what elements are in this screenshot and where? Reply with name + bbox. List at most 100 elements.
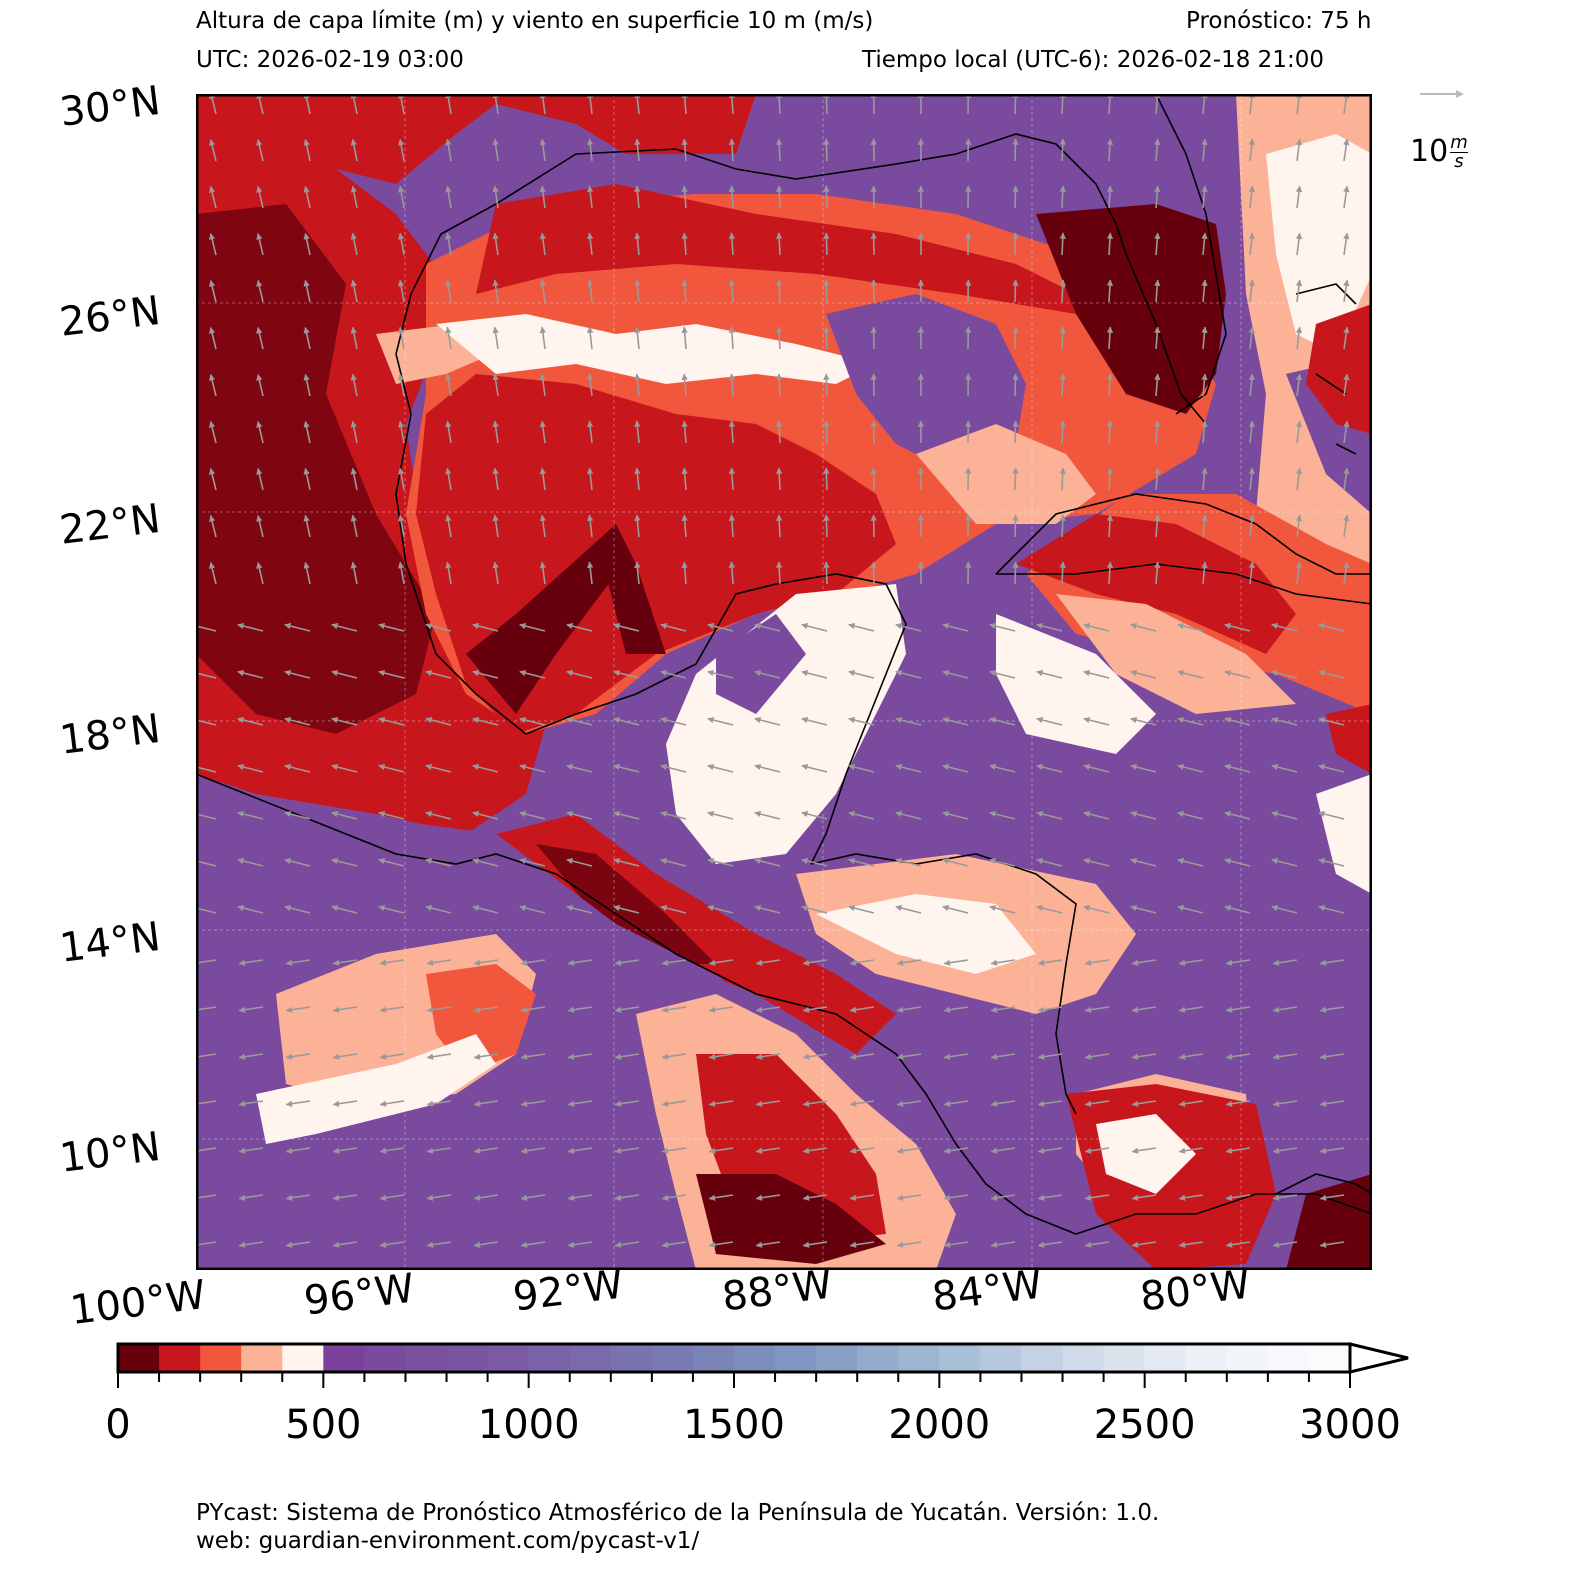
wind-arrow — [1037, 959, 1063, 966]
wind-arrow — [1319, 1147, 1345, 1154]
wind-arrow — [426, 1053, 452, 1060]
colorbar-cell — [528, 1344, 571, 1372]
wind-arrow — [472, 669, 499, 679]
wind-arrow — [1083, 904, 1110, 914]
wind-arrow — [1012, 185, 1019, 209]
wind-arrow — [681, 373, 688, 397]
wind-arrow — [472, 622, 499, 632]
wind-arrow — [492, 514, 499, 538]
colorbar-cell — [446, 1344, 489, 1372]
wind-arrow — [284, 622, 311, 632]
wind-arrow — [1059, 185, 1066, 209]
wind-arrow — [567, 1100, 593, 1107]
wind-arrow — [1130, 716, 1157, 726]
wind-arrow — [539, 467, 547, 491]
wind-arrow — [1036, 763, 1063, 773]
wind-arrow — [567, 1006, 593, 1013]
wind-arrow — [303, 514, 311, 538]
wind-arrow — [1178, 959, 1204, 966]
wind-arrow — [1318, 810, 1345, 820]
wind-arrow — [332, 1241, 358, 1248]
colorbar-cell — [692, 1344, 735, 1372]
wind-arrow — [378, 622, 405, 632]
colorbar-cell — [734, 1344, 776, 1372]
coast-pacific — [196, 773, 1372, 1235]
colorbar-cell — [1308, 1344, 1351, 1372]
wind-arrow — [661, 1147, 687, 1154]
wind-arrow — [708, 1006, 734, 1013]
wind-arrow — [613, 716, 640, 726]
wind-arrow — [989, 763, 1016, 773]
colorbar-cell — [775, 1344, 817, 1372]
wind-arrow — [1201, 279, 1208, 303]
wind-arrow — [350, 467, 358, 491]
wind-arrow — [285, 1006, 311, 1013]
wind-arrow — [539, 514, 547, 538]
wind-arrow — [848, 904, 875, 914]
field-yucatan-purple — [716, 614, 806, 714]
field-se-corner — [1286, 1174, 1372, 1270]
wind-arrow — [660, 904, 687, 914]
wind-arrow — [567, 1241, 593, 1248]
wind-arrow — [1130, 857, 1157, 867]
wind-arrow — [1318, 857, 1345, 867]
wind-arrow — [379, 1100, 405, 1107]
wind-arrow — [378, 669, 405, 679]
wind-arrow — [567, 1053, 593, 1060]
colorbar-extend-arrow — [1348, 1342, 1409, 1374]
wind-arrow — [426, 959, 452, 966]
wind-arrow — [378, 810, 405, 820]
wind-arrow — [989, 857, 1016, 867]
wind-arrow — [896, 959, 922, 966]
wind-arrow — [332, 1147, 358, 1154]
wind-arrow — [849, 1194, 875, 1201]
wind-arrow — [755, 1194, 781, 1201]
wind-arrow — [237, 810, 264, 820]
wind-arrow — [1271, 857, 1298, 867]
wind-arrow — [823, 514, 830, 538]
wind-arrow — [1271, 810, 1298, 820]
wind-arrow — [1154, 467, 1161, 491]
wind-arrow — [1012, 138, 1019, 162]
wind-arrow — [332, 1100, 358, 1107]
wind-arrow — [801, 716, 828, 726]
wind-arrow — [331, 904, 358, 914]
wind-arrow — [990, 1147, 1016, 1154]
wind-arrow — [848, 716, 875, 726]
lon-label-100w: 100°W — [67, 1271, 209, 1335]
wind-arrow — [1154, 232, 1161, 256]
wind-arrow — [196, 904, 217, 914]
wind-arrow — [989, 622, 1016, 632]
wind-arrow — [1201, 326, 1208, 350]
wind-arrow — [519, 716, 546, 726]
wind-arrow — [284, 716, 311, 726]
wind-arrow — [943, 1194, 969, 1201]
wind-arrow — [566, 810, 593, 820]
wind-arrow — [660, 622, 687, 632]
wind-arrow — [755, 1053, 781, 1060]
wind-arrow — [1012, 326, 1019, 350]
wind-arrow — [492, 420, 499, 444]
wind-arrow — [1295, 185, 1303, 209]
wind-arrow — [331, 810, 358, 820]
colorbar-tick-label: 1500 — [683, 1402, 785, 1448]
wind-arrow — [586, 467, 594, 491]
wind-arrow — [849, 1006, 875, 1013]
wind-arrow — [1177, 669, 1204, 679]
wind-arrow — [681, 420, 688, 444]
wind-arrow — [1012, 279, 1019, 303]
colorbar-tick-label: 3000 — [1299, 1402, 1401, 1448]
wind-arrow — [1319, 1006, 1345, 1013]
wind-arrow — [775, 561, 783, 585]
colorbar-cell — [1226, 1344, 1269, 1372]
wind-arrow — [256, 514, 264, 538]
wind-arrow — [472, 763, 499, 773]
wind-arrow — [1154, 420, 1161, 444]
wind-arrow — [708, 1100, 734, 1107]
coast-gulf-north — [395, 133, 1207, 425]
wind-arrow — [519, 810, 546, 820]
wind-arrow — [196, 857, 217, 867]
field-gulf-purple — [826, 294, 1026, 474]
wind-arrow — [661, 1241, 687, 1248]
wind-arrow — [1271, 904, 1298, 914]
